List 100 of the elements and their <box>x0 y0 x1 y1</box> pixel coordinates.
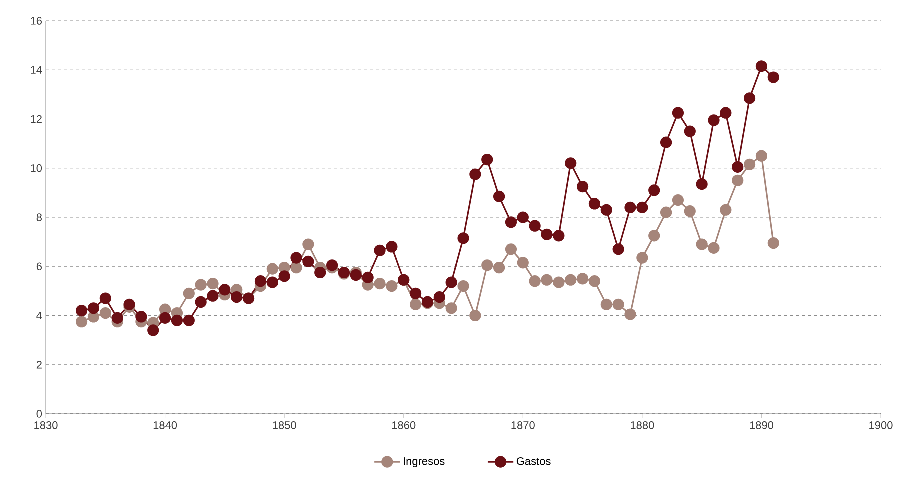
y-tick-label: 8 <box>36 214 42 222</box>
point <box>660 136 672 148</box>
point <box>756 150 768 162</box>
point <box>636 202 648 214</box>
point <box>648 184 660 196</box>
point <box>624 202 636 214</box>
point <box>576 273 589 285</box>
point <box>768 72 780 84</box>
point <box>541 228 553 240</box>
y-tick-label: 14 <box>31 66 42 74</box>
point <box>290 252 302 264</box>
point <box>458 280 470 292</box>
point <box>446 302 458 314</box>
point <box>434 292 446 304</box>
point <box>493 262 506 274</box>
x-tick-label: 1880 <box>631 422 654 430</box>
point <box>482 260 494 272</box>
point <box>732 174 744 186</box>
point <box>100 307 112 320</box>
y-tick-label: 10 <box>31 164 42 172</box>
point <box>112 312 124 324</box>
point <box>588 276 601 288</box>
point <box>124 298 136 310</box>
point <box>183 288 195 300</box>
point <box>565 274 577 286</box>
point <box>148 324 160 336</box>
legend-label: Ingresos <box>404 458 445 468</box>
point <box>266 276 278 288</box>
point <box>612 244 624 256</box>
point <box>100 292 112 304</box>
point <box>744 158 756 170</box>
point <box>470 310 482 322</box>
point <box>517 257 529 269</box>
point <box>612 298 624 310</box>
y-tick-label: 4 <box>36 312 42 320</box>
point <box>708 242 720 254</box>
point <box>576 180 589 193</box>
point <box>517 212 529 224</box>
y-tick-label: 6 <box>36 262 42 271</box>
point <box>553 276 565 288</box>
x-tick-label: 1870 <box>512 422 535 430</box>
x-tick-label: 1860 <box>392 422 416 430</box>
point <box>195 296 207 308</box>
x-tick-label: 1830 <box>34 422 58 430</box>
point <box>636 252 648 264</box>
point <box>565 158 577 170</box>
point <box>624 308 636 320</box>
point <box>278 270 290 282</box>
point <box>744 92 756 104</box>
point <box>505 244 518 256</box>
point <box>88 302 100 314</box>
point <box>600 204 612 216</box>
point <box>183 314 195 326</box>
point <box>458 232 470 244</box>
y-tick-label: 12 <box>31 115 42 124</box>
point <box>684 126 696 138</box>
point <box>529 220 541 232</box>
point <box>410 288 422 300</box>
point <box>708 114 720 126</box>
point <box>720 107 732 119</box>
x-tick-label: 1900 <box>870 422 893 430</box>
point <box>529 276 541 288</box>
point <box>136 311 148 323</box>
point <box>588 198 601 210</box>
point <box>195 279 207 291</box>
point <box>326 260 338 272</box>
point <box>732 161 744 173</box>
point <box>446 276 458 288</box>
point <box>207 278 219 290</box>
point <box>207 290 219 302</box>
point <box>374 278 386 290</box>
point <box>505 216 518 228</box>
legend-label: Gastos <box>516 458 551 466</box>
point <box>600 298 612 310</box>
point <box>648 230 660 242</box>
point <box>76 305 88 317</box>
point <box>290 262 302 274</box>
y-tick-label: 0 <box>36 410 42 418</box>
point <box>470 168 482 180</box>
point <box>374 244 386 256</box>
point <box>672 107 684 119</box>
point <box>386 280 398 292</box>
point <box>302 238 314 250</box>
point <box>696 238 708 250</box>
point <box>362 272 374 284</box>
point <box>672 194 684 206</box>
point <box>410 298 422 310</box>
point <box>159 312 172 324</box>
point <box>684 206 696 218</box>
x-tick-label: 1840 <box>154 422 178 430</box>
point <box>660 206 672 218</box>
point <box>482 154 494 166</box>
y-tick-label: 2 <box>36 361 42 369</box>
x-tick-label: 1890 <box>750 422 774 430</box>
point <box>314 266 326 279</box>
point <box>696 178 708 190</box>
point <box>231 292 243 304</box>
point <box>350 269 362 282</box>
point <box>302 256 314 268</box>
point <box>76 316 88 328</box>
